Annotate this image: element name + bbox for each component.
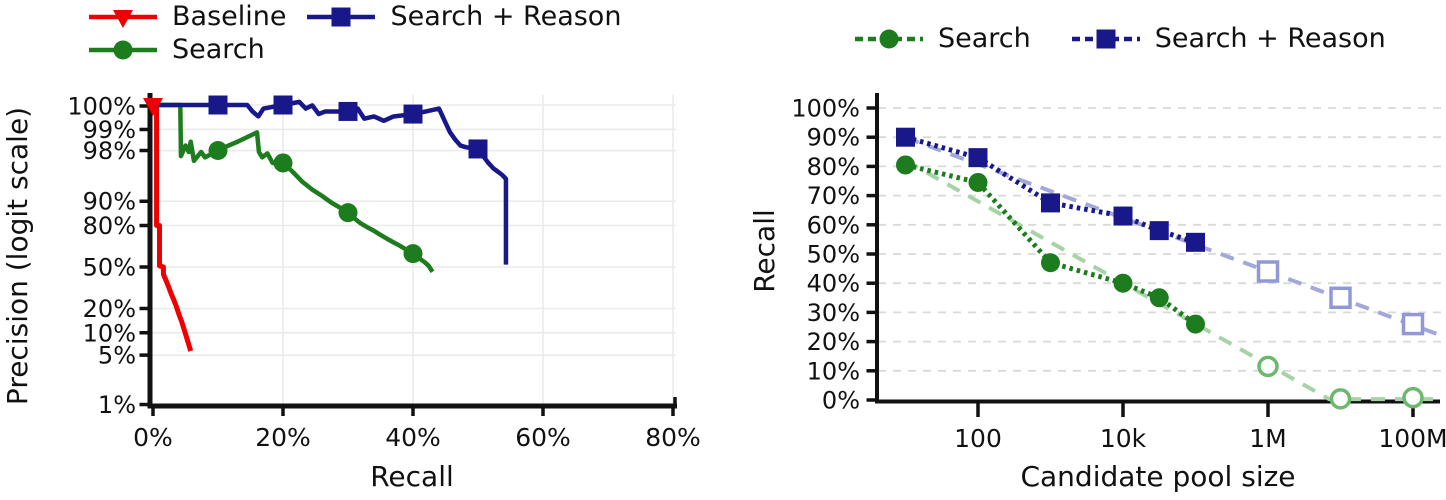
marker-Search + Reason — [968, 148, 988, 168]
x-tick-label: 40% — [385, 423, 441, 452]
x-tick-label: 80% — [645, 423, 701, 452]
marker-Search — [403, 244, 423, 264]
marker-Search — [1113, 273, 1133, 293]
marker-Search + Reason — [208, 95, 228, 115]
marker-Search + Reason — [273, 95, 293, 115]
y-tick-label: 20% — [83, 295, 136, 323]
y-tick-label: 40% — [807, 270, 860, 298]
y-tick-label: 98% — [83, 137, 136, 165]
y-tick-label: 99% — [83, 116, 136, 144]
legend-circle-icon — [113, 40, 133, 60]
x-tick-label: 1M — [1249, 424, 1286, 453]
legend-item-search-reason: Search + Reason — [1069, 24, 1386, 54]
legend-row: Search — [86, 35, 621, 65]
marker-Search — [896, 155, 915, 175]
series-line-Baseline — [153, 102, 194, 352]
right-ylabel: Recall — [748, 209, 781, 293]
marker-Search + Reason — [1041, 193, 1060, 213]
y-tick-label: 10% — [83, 319, 136, 347]
marker-Search — [338, 203, 358, 223]
x-tick-label: 0% — [133, 423, 173, 452]
marker-Search extrapolated — [1257, 355, 1279, 378]
legend-triangle-down-icon — [113, 10, 133, 28]
legend-item-search-reason: Search + Reason — [304, 2, 621, 32]
legend-swatch — [1071, 29, 1140, 49]
marker-Search + Reason — [896, 127, 915, 147]
legend-item-baseline: Baseline — [86, 2, 286, 32]
y-tick-label: 70% — [807, 182, 860, 210]
x-tick-label: 20% — [255, 423, 311, 452]
marker-Search + Reason — [403, 104, 423, 124]
recall-vs-pool-chart: 0%10%20%30%40%50%60%70%80%90%100% 100 10k 1… — [748, 93, 1446, 493]
y-tick-label: 1% — [98, 391, 136, 419]
marker-Search extrapolated — [1402, 386, 1424, 409]
series-line-Search linear fit — [904, 158, 1437, 402]
y-tick-label: 80% — [807, 153, 860, 181]
left-chart-legend: Baseline Search + Reason Search — [86, 2, 621, 65]
legend-row: Baseline Search + Reason — [86, 2, 621, 32]
marker-Search — [273, 153, 293, 173]
legend-label: Search + Reason — [1154, 23, 1386, 54]
x-tick-label: 10k — [1100, 424, 1147, 453]
marker-Search + Reason extrapolated — [1401, 312, 1425, 336]
y-tick-label: 30% — [807, 299, 860, 327]
marker-Search + Reason — [338, 101, 358, 121]
y-tick-label: 50% — [83, 254, 136, 282]
marker-Baseline — [143, 98, 163, 116]
legend-item-search: Search — [86, 35, 265, 65]
legend-swatch — [855, 29, 923, 49]
y-tick-label: 90% — [83, 188, 136, 216]
legend-square-icon — [1096, 29, 1116, 49]
marker-Search — [1186, 314, 1205, 334]
marker-Search + Reason — [1149, 221, 1169, 241]
legend-label: Search + Reason — [390, 1, 622, 32]
y-tick-label: 90% — [807, 124, 860, 152]
legend-square-icon — [331, 7, 351, 27]
series-line-Search + Reason — [153, 99, 509, 265]
legend-swatch — [89, 10, 157, 28]
marker-Search + Reason extrapolated — [1329, 286, 1352, 310]
right-chart-legend: Search Search + Reason — [852, 24, 1386, 54]
x-tick-label: 100M — [1378, 424, 1446, 453]
legend-item-search: Search — [852, 24, 1031, 54]
left-xlabel: Recall — [370, 460, 454, 493]
y-tick-label: 50% — [807, 241, 860, 269]
marker-Search + Reason — [1113, 206, 1133, 226]
marker-Search + Reason — [1186, 232, 1205, 252]
legend-label: Search — [938, 23, 1031, 54]
left-ylabel: Precision (logit scale) — [1, 107, 34, 405]
y-tick-label: 60% — [807, 211, 860, 239]
marker-Search — [968, 172, 988, 192]
marker-Search + Reason — [468, 139, 488, 159]
marker-Search + Reason extrapolated — [1256, 260, 1280, 283]
legend-label: Baseline — [172, 1, 287, 32]
marker-Search extrapolated — [1329, 388, 1352, 410]
legend-swatch — [89, 40, 157, 60]
x-tick-label: 60% — [515, 423, 571, 452]
y-tick-label: 20% — [807, 328, 860, 356]
y-tick-label: 100% — [67, 93, 136, 121]
y-tick-label: 5% — [98, 342, 136, 370]
legend-label: Search — [172, 34, 265, 65]
marker-Search — [1149, 288, 1169, 308]
x-tick-label: 100 — [954, 424, 1002, 453]
y-tick-label: 10% — [807, 357, 860, 385]
right-xlabel: Candidate pool size — [1020, 460, 1295, 493]
precision-recall-chart: 100%99%98%90%80%50%20%10%5%1%0% 20% 40% 60%… — [1, 93, 701, 494]
legend-swatch — [307, 7, 376, 27]
marker-Search — [208, 141, 228, 161]
y-tick-label: 100% — [791, 95, 860, 123]
legend-circle-icon — [879, 29, 899, 49]
y-tick-label: 80% — [83, 212, 136, 240]
marker-Search — [1041, 253, 1060, 273]
series-line-Search — [153, 102, 435, 274]
y-tick-label: 0% — [822, 387, 860, 415]
legend-row: Search Search + Reason — [852, 24, 1386, 54]
series-line-Search — [904, 162, 1197, 327]
